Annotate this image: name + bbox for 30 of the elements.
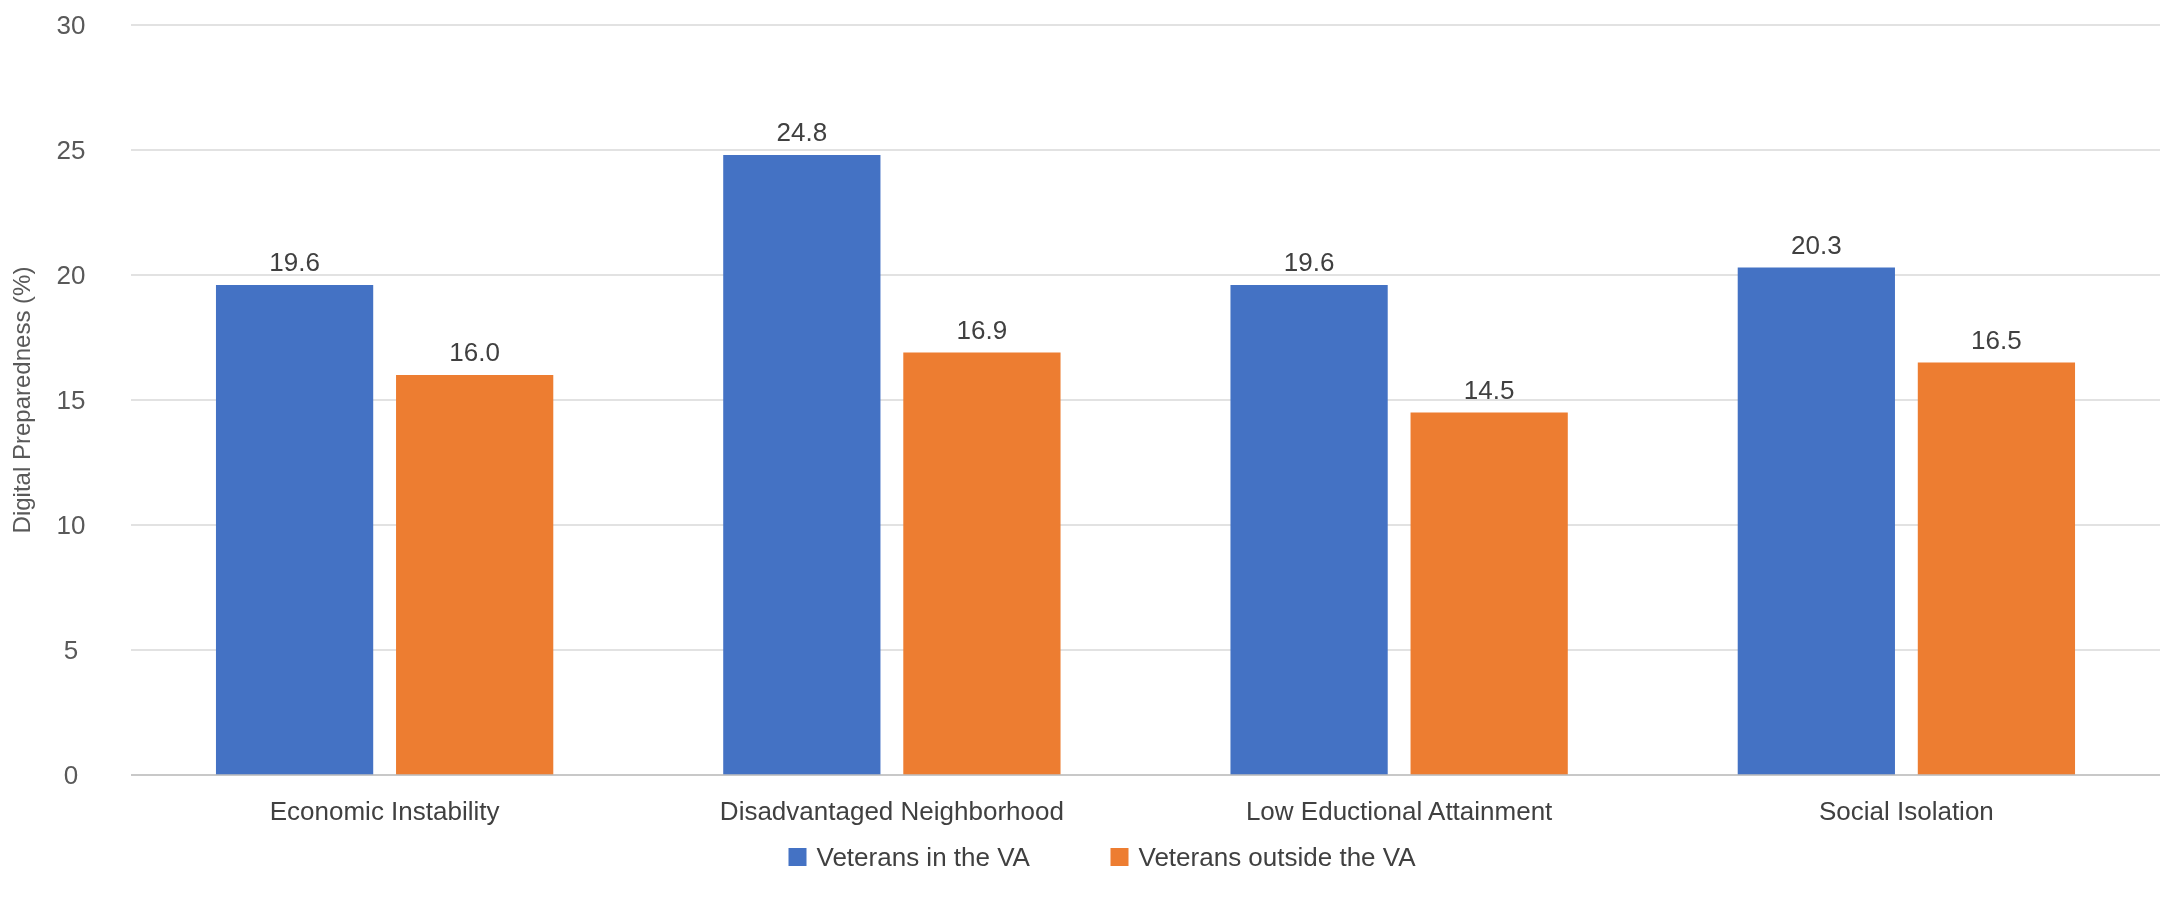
data-label: 16.5 [1971,324,2022,355]
y-tick-label: 25 [56,135,86,166]
y-tick-label: 15 [56,385,86,416]
y-tick-label: 10 [56,510,86,541]
x-tick-label: Economic Instability [269,796,500,826]
data-label: 16.0 [449,337,500,367]
data-label: 14.5 [1463,374,1515,405]
x-tick-label: Disadvantaged Neighborhood [719,796,1064,826]
bar [215,285,374,775]
x-tick-label: Social Isolation [1818,796,1994,826]
bar [1917,362,2076,775]
data-label: 20.3 [1791,229,1842,260]
y-tick-label: 0 [63,760,79,791]
legend-label: Veterans outside the VA [1138,842,1417,873]
data-label: 19.6 [1283,247,1335,277]
y-tick-label: 5 [63,635,79,666]
bar [1410,412,1568,775]
legend-label: Veterans in the VA [816,842,1031,873]
bar [903,352,1061,775]
y-axis-title: Digital Preparedness (%) [8,266,35,534]
y-tick-label: 20 [56,260,86,291]
data-label: 24.8 [776,117,828,147]
x-tick-label: Low Eductional Attainment [1245,796,1554,826]
data-label: 16.9 [956,314,1008,345]
data-label: 19.6 [269,247,320,277]
bar [396,375,554,775]
bar [1737,267,1895,775]
y-tick-label: 30 [56,10,86,41]
bar [1230,285,1388,775]
bar [723,155,881,775]
